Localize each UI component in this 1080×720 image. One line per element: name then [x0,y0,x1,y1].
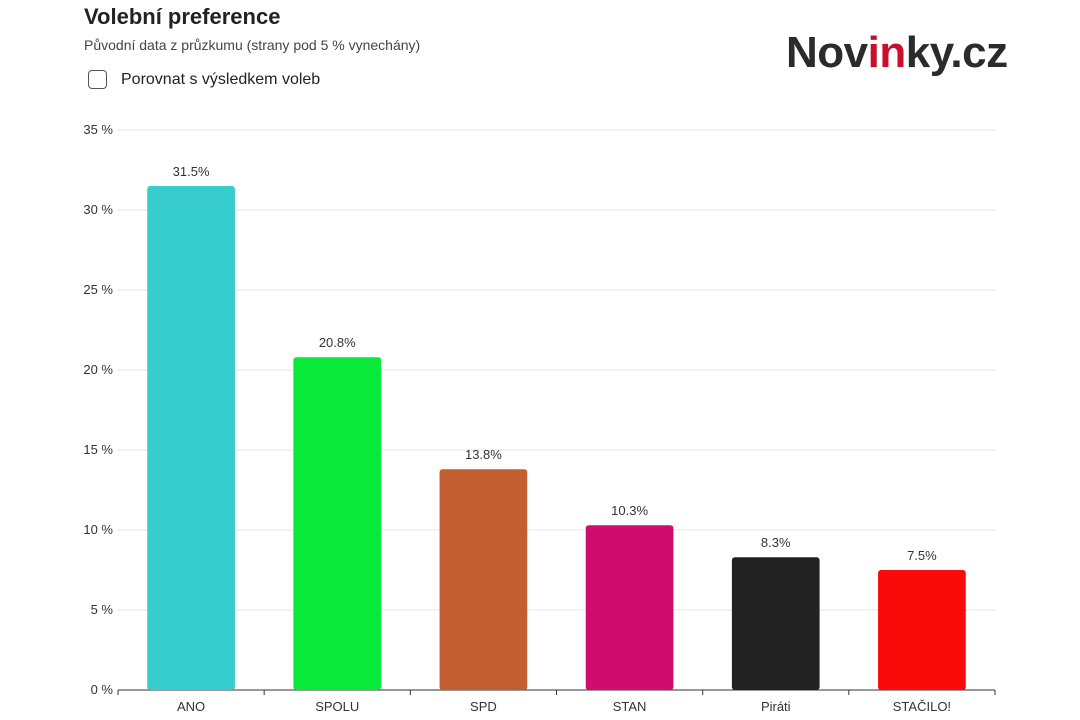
data-label: 31.5% [173,164,210,179]
novinky-logo: Novinky.cz [786,28,1008,78]
bar-pir-ti [731,557,820,690]
y-tick-label: 15 % [83,442,113,457]
compare-checkbox[interactable] [88,70,107,89]
y-tick-label: 35 % [83,122,113,137]
data-label: 7.5% [907,548,937,563]
x-tick-label: Piráti [761,699,791,714]
compare-label: Porovnat s výsledkem voleb [121,70,321,88]
bar-spolu [293,357,382,690]
y-tick-label: 30 % [83,202,113,217]
chart-title: Volební preference [84,4,281,29]
compare-toggle[interactable]: Porovnat s výsledkem voleb [88,70,320,89]
x-tick-label: SPOLU [315,699,359,714]
y-tick-label: 10 % [83,522,113,537]
y-tick-label: 5 % [91,602,114,617]
y-tick-label: 0 % [91,682,114,697]
x-tick-label: STAČILO! [893,699,951,714]
bar-ano [147,186,235,690]
x-tick-label: ANO [177,699,205,714]
y-tick-label: 20 % [83,362,113,377]
x-tick-label: SPD [470,699,497,714]
data-label: 13.8% [465,447,502,462]
logo-prefix: Nov [786,28,868,77]
bar-spd [439,469,528,690]
y-tick-label: 25 % [83,282,113,297]
logo-accent: in [867,28,907,77]
logo-suffix: ky.cz [905,28,1008,77]
bar-sta-ilo- [878,570,966,690]
data-label: 8.3% [761,535,791,550]
chart-subtitle: Původní data z průzkumu (strany pod 5 % … [84,37,421,53]
bar-stan [585,525,674,690]
data-label: 10.3% [611,503,648,518]
x-tick-label: STAN [613,699,647,714]
data-label: 20.8% [319,335,356,350]
